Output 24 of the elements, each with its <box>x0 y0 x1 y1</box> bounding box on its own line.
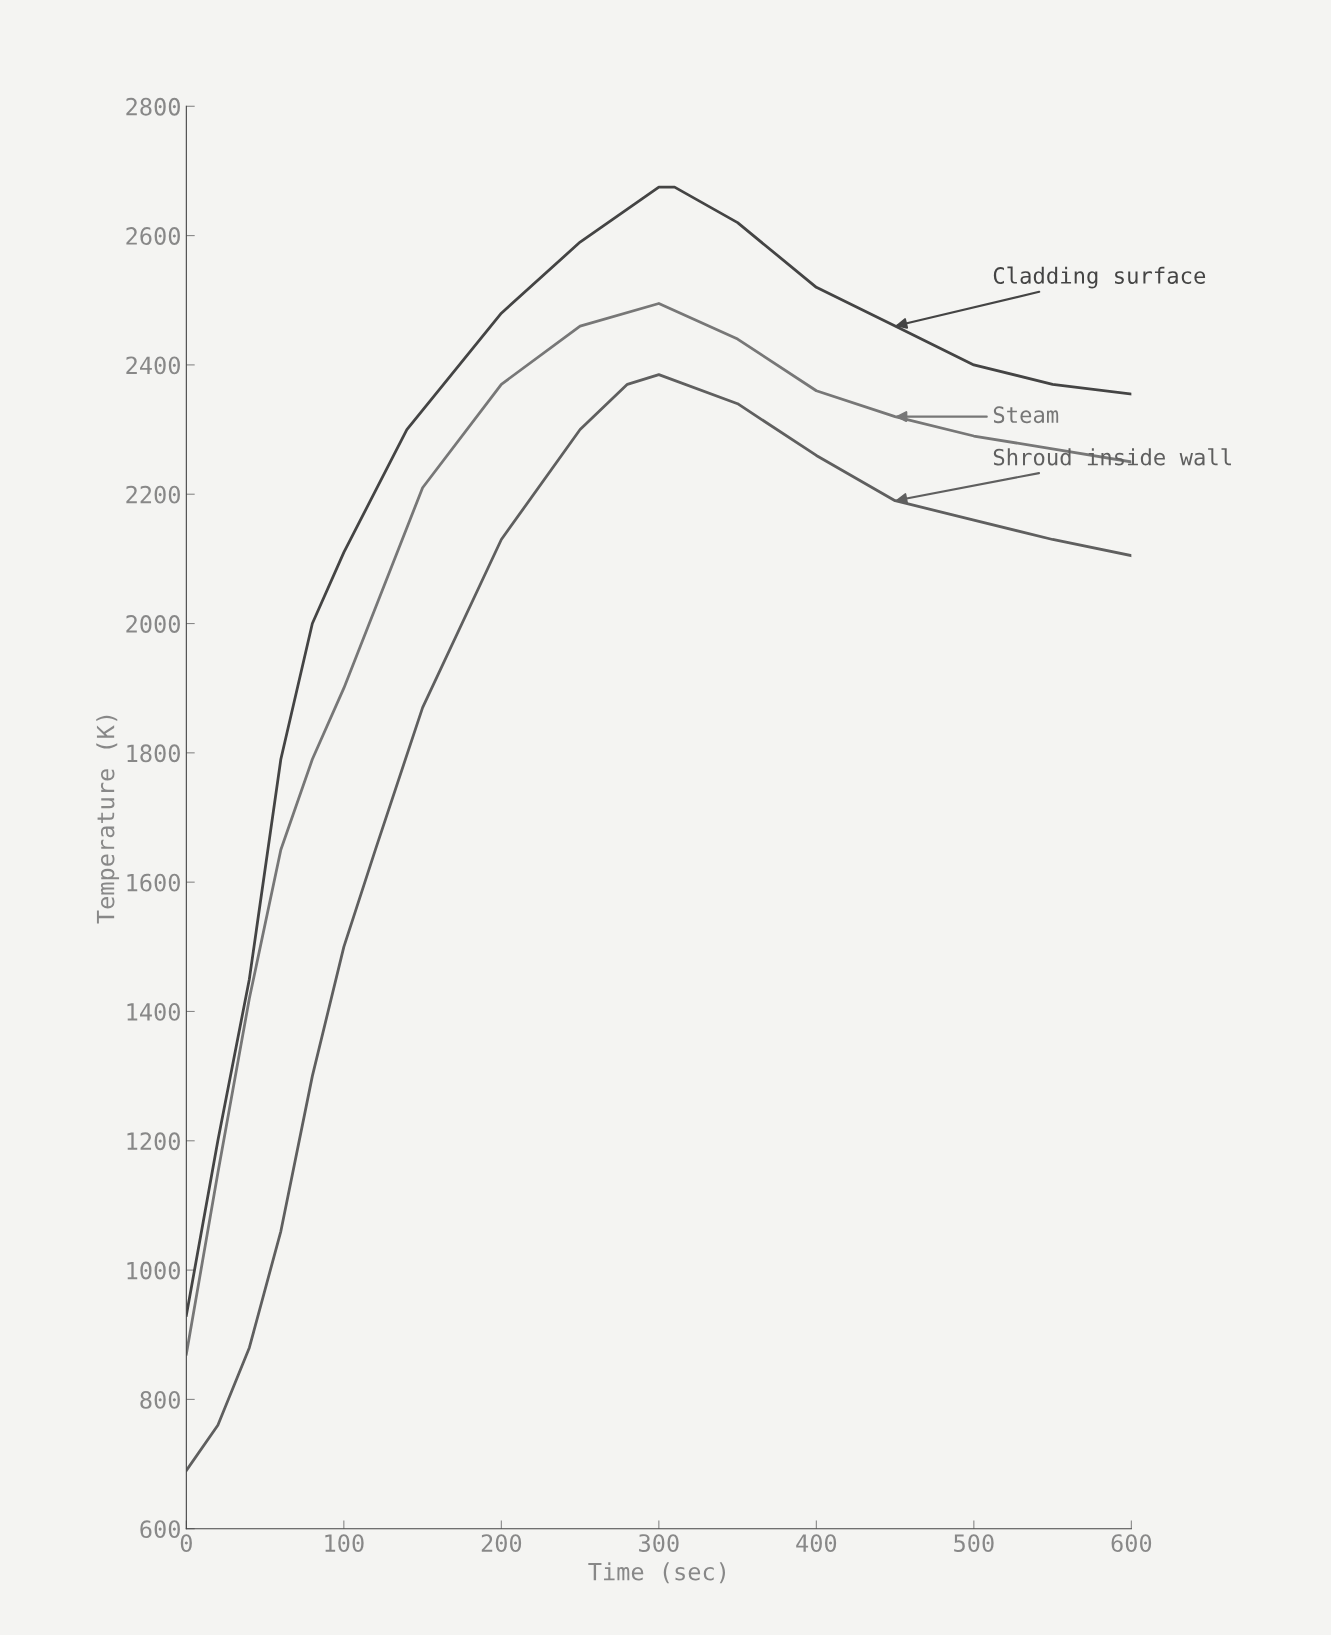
text: Cladding surface <box>993 266 1206 289</box>
y-tick-label: 600 <box>140 1520 180 1539</box>
y-tick-label: 1800 <box>127 744 180 763</box>
x-tick-label: 0 <box>180 1534 192 1552</box>
y-tick-label: 2000 <box>126 615 180 633</box>
x-tick-label: 300 <box>639 1534 679 1552</box>
x-axis-title: Time (sec) <box>588 1562 726 1584</box>
x-tick-label: 500 <box>954 1534 994 1552</box>
y-tick-label: 1600 <box>127 873 180 892</box>
text: Shroud inside wall <box>993 448 1231 466</box>
y-tick-label: 2600 <box>126 227 180 245</box>
x-tick-label: 100 <box>325 1534 364 1552</box>
y-tick-label: 800 <box>140 1390 180 1409</box>
y-tick-label: 1400 <box>127 1002 180 1021</box>
x-tick-label: 200 <box>481 1534 522 1552</box>
y-tick-label: 2400 <box>126 356 180 375</box>
x-tick-label: 400 <box>796 1534 837 1552</box>
x-tick-label: 600 <box>1111 1534 1152 1552</box>
y-tick-label: 1000 <box>127 1261 180 1280</box>
y-tick-label: 2200 <box>126 485 180 504</box>
y-axis-title: Temperature (K) <box>96 715 120 924</box>
legend-label: Steam <box>993 406 1059 424</box>
y-tick-label: 2800 <box>126 97 180 116</box>
y-tick-label: 1200 <box>127 1132 180 1151</box>
